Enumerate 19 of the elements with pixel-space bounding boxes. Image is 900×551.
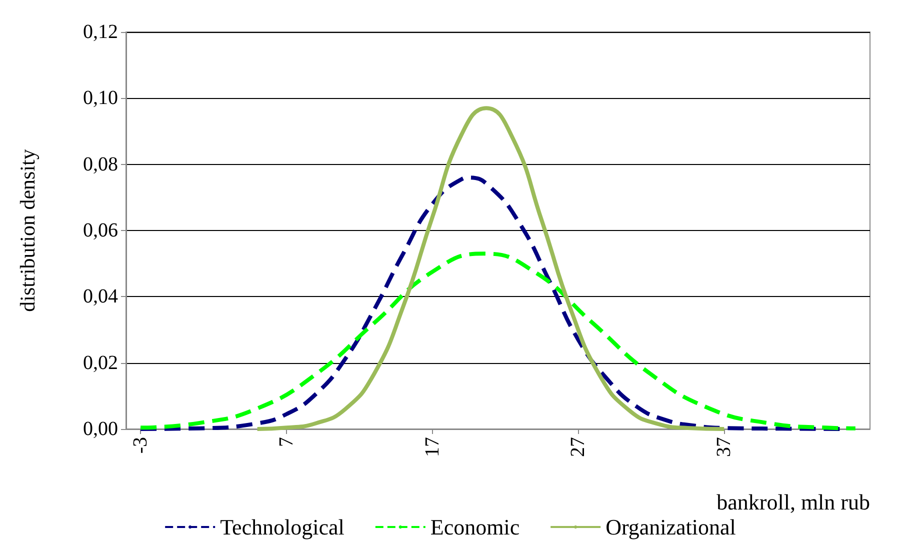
y-tick-label: 0,02 — [83, 352, 118, 374]
x-tick-label: 7 — [275, 437, 298, 447]
y-tick-label: 0,00 — [83, 418, 118, 440]
y-tick-label: 0,04 — [83, 286, 118, 308]
line-series — [255, 106, 726, 431]
y-tick-label: 0,10 — [83, 87, 118, 110]
x-axis-title: bankroll, mln rub — [716, 490, 870, 514]
x-tick-label: 37 — [713, 437, 736, 457]
y-axis-title: distribution density — [16, 148, 40, 312]
legend-label: Economic — [430, 514, 520, 540]
line-series — [138, 252, 858, 430]
legend-label: Technological — [220, 514, 344, 540]
x-tick-label: 27 — [567, 437, 590, 457]
x-tick-label: -3 — [130, 437, 152, 454]
x-tick-label: 17 — [421, 437, 444, 457]
y-tick-label: 0,06 — [83, 220, 118, 242]
y-tick-label: 0,08 — [83, 153, 118, 176]
y-tick-label: 0,12 — [83, 21, 118, 43]
legend-label: Organizational — [606, 514, 736, 540]
